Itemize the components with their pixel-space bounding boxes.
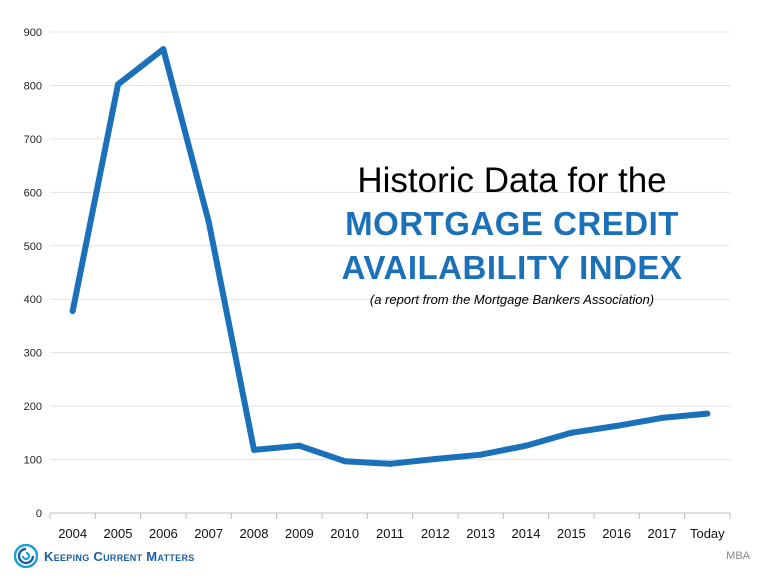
data-point bbox=[432, 456, 439, 463]
chart-subtitle: (a report from the Mortgage Bankers Asso… bbox=[369, 292, 655, 307]
x-tick-labels: 2004 2005 2006 2007 2008 2009 2010 2011 2012 2013… bbox=[58, 526, 725, 541]
y-tick-label: 100 bbox=[24, 455, 42, 467]
data-point bbox=[659, 414, 665, 421]
y-tick-label: 900 bbox=[24, 27, 42, 39]
x-tick-label: 2012 bbox=[421, 526, 450, 541]
y-tick-label: 600 bbox=[24, 187, 42, 199]
x-tick-label: 2010 bbox=[330, 526, 359, 541]
x-tick-label: 2015 bbox=[557, 526, 586, 541]
data-point bbox=[523, 442, 529, 449]
source-label: MBA bbox=[726, 550, 750, 562]
x-tick-label: 2017 bbox=[648, 526, 677, 541]
x-tick-label: 2011 bbox=[376, 526, 404, 541]
y-tick-label: 700 bbox=[24, 134, 42, 146]
data-point bbox=[160, 46, 167, 53]
chart-title-line2: MORTGAGE CREDIT bbox=[345, 205, 679, 242]
data-point bbox=[115, 81, 121, 88]
y-tick-label: 0 bbox=[36, 508, 42, 520]
data-point bbox=[341, 458, 348, 465]
brand-name: Keeping Current Matters bbox=[44, 548, 195, 564]
data-point bbox=[613, 422, 620, 429]
x-tick-label: 2006 bbox=[149, 526, 178, 541]
chart-title-line3: AVAILABILITY INDEX bbox=[341, 249, 683, 286]
data-point bbox=[477, 451, 484, 458]
y-tick-label: 200 bbox=[24, 401, 42, 413]
data-point bbox=[568, 429, 575, 436]
x-tick-label: 2014 bbox=[512, 526, 541, 541]
x-tick-label: 2008 bbox=[240, 526, 269, 541]
y-tick-label: 400 bbox=[24, 294, 42, 306]
kcm-swirl-icon bbox=[14, 544, 38, 568]
data-point bbox=[69, 307, 76, 314]
data-point bbox=[387, 460, 393, 467]
axes bbox=[49, 512, 731, 519]
y-tick-label: 800 bbox=[24, 80, 42, 92]
x-tick-label: 2009 bbox=[285, 526, 314, 541]
data-point bbox=[251, 446, 257, 453]
x-tick-label: 2004 bbox=[58, 526, 87, 541]
y-tick-label: 300 bbox=[24, 348, 42, 360]
x-tick-label: 2016 bbox=[602, 526, 631, 541]
x-tick-label: 2013 bbox=[466, 526, 495, 541]
gridlines bbox=[50, 31, 730, 461]
y-tick-label: 500 bbox=[24, 241, 42, 253]
x-tick-label: 2007 bbox=[194, 526, 223, 541]
series-mci bbox=[69, 46, 711, 467]
y-tick-labels: 0 100 200 300 400 500 600 700 800 900 bbox=[24, 27, 42, 520]
x-tick-label: 2005 bbox=[104, 526, 133, 541]
brand-footer: Keeping Current Matters bbox=[14, 543, 195, 569]
data-point bbox=[704, 410, 711, 417]
data-point bbox=[205, 218, 212, 225]
x-tick-label: Today bbox=[690, 526, 725, 541]
chart-title-line1: Historic Data for the bbox=[357, 161, 667, 200]
data-point bbox=[296, 442, 303, 449]
chart-title-block: Historic Data for the MORTGAGE CREDIT AV… bbox=[332, 160, 692, 307]
